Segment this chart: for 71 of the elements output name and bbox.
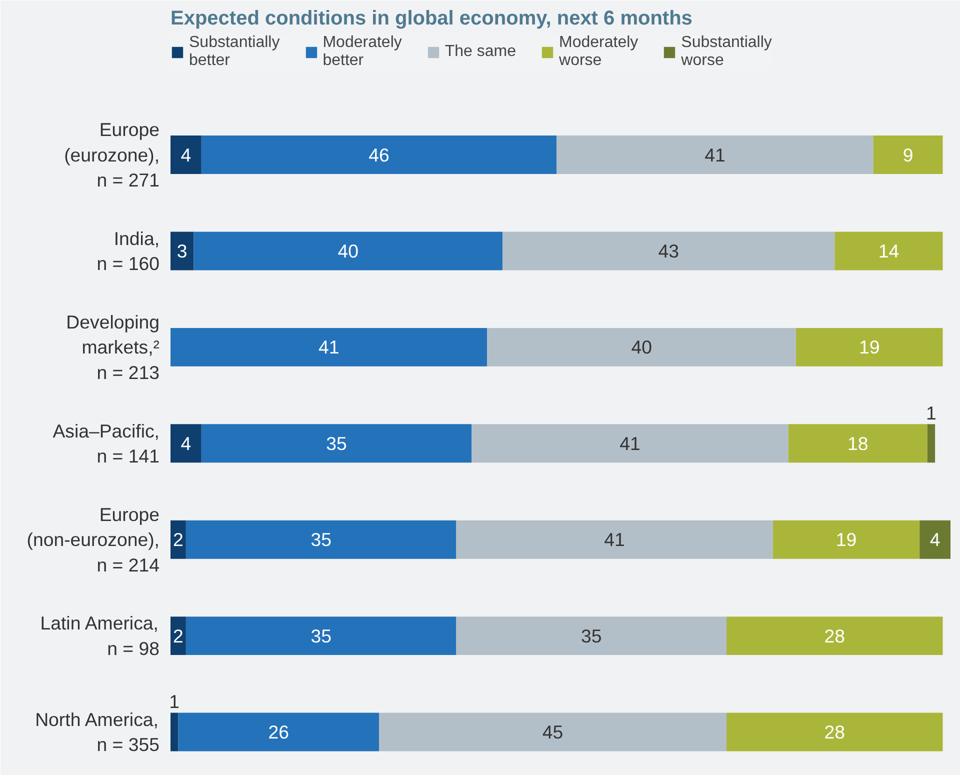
data-label: 18 xyxy=(847,432,868,454)
y-tick-label: Developing markets,² n = 213 xyxy=(66,311,160,383)
data-label: 46 xyxy=(368,144,390,166)
data-label: 40 xyxy=(631,336,652,358)
legend-label: Substantially better xyxy=(189,34,280,70)
bar xyxy=(170,424,202,463)
bar xyxy=(502,232,835,270)
data-label: 1 xyxy=(926,402,936,424)
bar xyxy=(920,520,950,559)
bar xyxy=(472,424,788,463)
bar xyxy=(456,520,773,559)
bar xyxy=(194,232,503,270)
bar xyxy=(726,616,943,656)
legend-label: Moderately worse xyxy=(559,34,638,70)
data-label: 26 xyxy=(268,722,290,743)
data-label: 19 xyxy=(836,529,857,550)
data-label: 4 xyxy=(180,432,192,454)
data-label: 3 xyxy=(176,240,188,262)
bar xyxy=(170,616,186,656)
y-tick-label: Europe (eurozone), n = 271 xyxy=(64,119,160,190)
data-label: 4 xyxy=(180,144,192,166)
bar xyxy=(186,616,456,656)
bar xyxy=(772,520,920,559)
y-tick-label: North America, n = 355 xyxy=(35,708,160,756)
data-label: 2 xyxy=(173,529,184,550)
legend-label: The same xyxy=(444,43,516,61)
data-label: 19 xyxy=(859,336,880,358)
data-label: 35 xyxy=(310,625,332,646)
data-label: 1 xyxy=(169,690,180,712)
bar xyxy=(788,424,928,463)
legend-label: Moderately better xyxy=(322,34,402,70)
bar xyxy=(927,424,936,463)
bar xyxy=(201,424,472,463)
bar xyxy=(873,136,943,174)
data-label: 41 xyxy=(620,432,640,454)
data-label: 28 xyxy=(824,722,846,743)
bar xyxy=(170,232,194,270)
bar xyxy=(170,328,488,366)
data-label: 45 xyxy=(542,722,564,743)
bar xyxy=(726,712,943,752)
data-label: 2 xyxy=(173,625,184,646)
bar xyxy=(556,136,874,174)
bar xyxy=(379,712,727,752)
data-label: 41 xyxy=(604,529,625,550)
data-label: 4 xyxy=(930,529,940,550)
bar xyxy=(201,136,557,174)
data-label: 43 xyxy=(658,240,680,262)
bar xyxy=(456,616,727,656)
bar xyxy=(170,136,202,174)
chart-title: Expected conditions in global economy, next 6 months xyxy=(170,8,692,30)
data-label: 35 xyxy=(310,529,332,550)
data-label: 40 xyxy=(338,240,359,262)
data-label: 28 xyxy=(824,625,846,646)
data-label: 41 xyxy=(704,144,726,166)
data-label: 14 xyxy=(878,240,900,262)
y-tick-label: Europe (non-eurozone), n = 214 xyxy=(26,504,160,576)
bar xyxy=(170,520,186,559)
legend-label: Substantially worse xyxy=(681,34,772,70)
y-tick-label: India, n = 160 xyxy=(96,228,160,274)
bar xyxy=(487,328,796,366)
bar xyxy=(178,712,380,752)
bar xyxy=(170,712,178,752)
bar xyxy=(834,232,943,270)
y-tick-label: Latin America, n = 98 xyxy=(40,612,160,659)
data-label: 9 xyxy=(902,144,914,166)
data-label: 35 xyxy=(581,625,602,646)
data-label: 41 xyxy=(318,336,340,358)
y-tick-label: Asia–Pacific, n = 141 xyxy=(52,420,160,466)
bar xyxy=(796,328,943,366)
bar xyxy=(186,520,456,559)
data-label: 35 xyxy=(326,432,347,454)
